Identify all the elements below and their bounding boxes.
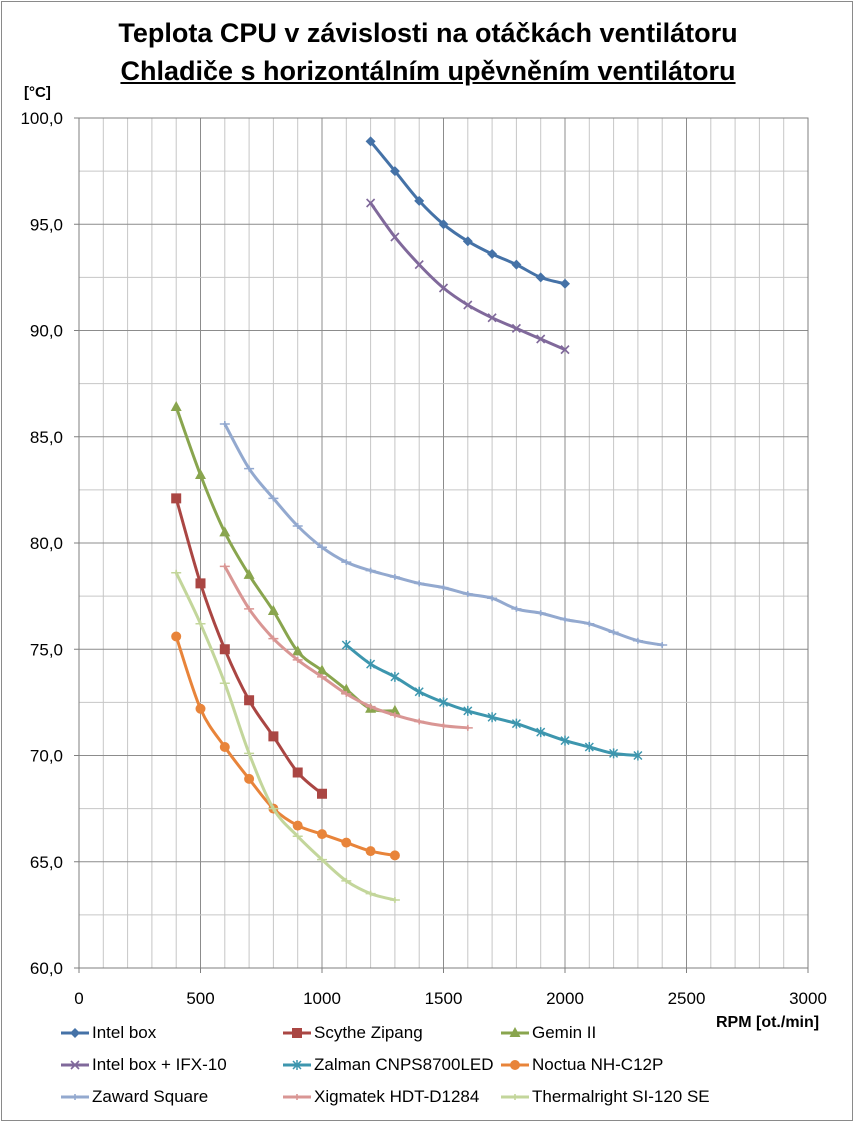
legend-swatch (501, 1094, 529, 1100)
chart-subtitle: Chladiče s horizontálním upěvněním venti… (120, 56, 736, 86)
legend-label: Intel box (92, 1023, 157, 1042)
y-axis-label: [°C] (24, 84, 51, 101)
legend-item: Zalman CNPS8700LED (282, 1054, 494, 1076)
legend-label: Thermalright SI-120 SE (532, 1087, 710, 1106)
legend-swatch (61, 1094, 89, 1100)
legend-swatch (61, 1028, 89, 1038)
legend-marker (292, 1094, 302, 1100)
legend-marker (292, 1060, 302, 1070)
legend-marker (70, 1094, 80, 1100)
legend-item: Gemin II (500, 1022, 596, 1044)
legend-item: Intel box (60, 1022, 156, 1044)
legend-label: Gemin II (532, 1023, 597, 1042)
legend-swatch (501, 1027, 529, 1037)
chart-title: Teplota CPU v závislosti na otáčkách ven… (118, 18, 738, 48)
legend-item: Xigmatek HDT-D1284 (282, 1086, 479, 1108)
legend-swatch (501, 1060, 529, 1070)
legend-swatch (61, 1060, 89, 1070)
legend-label: Noctua NH-C12P (532, 1055, 664, 1074)
legend-label: Zalman CNPS8700LED (314, 1055, 494, 1074)
legend-item: Scythe Zipang (282, 1022, 423, 1044)
legend-item: Noctua NH-C12P (500, 1054, 663, 1076)
legend-label: Zaward Square (92, 1087, 209, 1106)
legend-item: Intel box + IFX-10 (60, 1054, 227, 1076)
legend-label: Scythe Zipang (314, 1023, 423, 1042)
legend-label: Xigmatek HDT-D1284 (314, 1087, 480, 1106)
legend-label: Intel box + IFX-10 (92, 1055, 227, 1074)
legend-marker (510, 1060, 520, 1070)
x-axis-label: RPM [ot./min] (716, 1014, 820, 1031)
legend-marker (70, 1028, 80, 1038)
legend-marker (509, 1027, 521, 1037)
legend-swatch (283, 1094, 311, 1100)
legend-swatch (283, 1060, 311, 1070)
legend-marker (292, 1028, 302, 1038)
legend-item: Zaward Square (60, 1086, 208, 1108)
legend-marker (510, 1094, 520, 1100)
legend-item: Thermalright SI-120 SE (500, 1086, 710, 1108)
legend-swatch (283, 1028, 311, 1038)
legend-marker (70, 1060, 80, 1070)
